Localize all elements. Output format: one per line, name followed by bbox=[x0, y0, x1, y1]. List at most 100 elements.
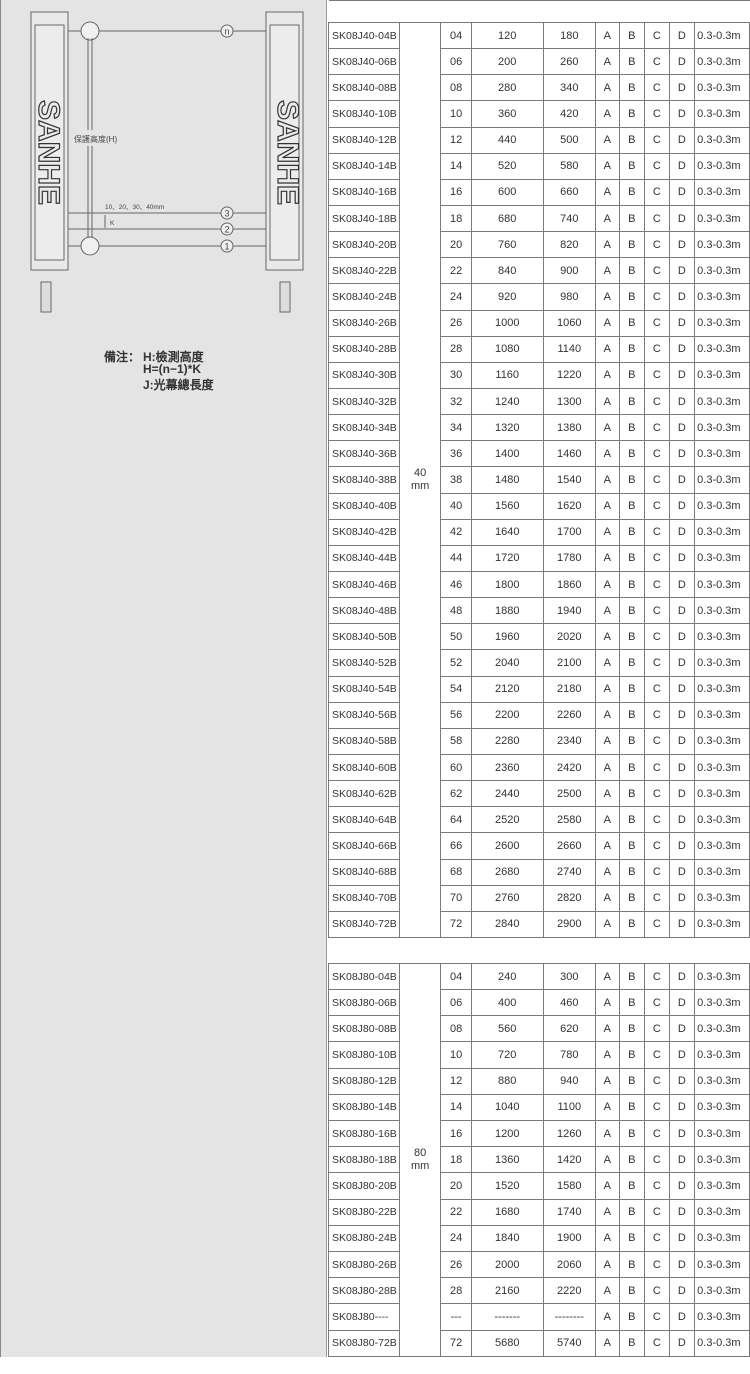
wire-c-cell: C bbox=[644, 1329, 670, 1357]
model-cell: SK08J40-06B bbox=[328, 48, 400, 76]
length-cell: 1740 bbox=[542, 1198, 596, 1226]
model-cell: SK08J40-52B bbox=[328, 649, 400, 677]
channels-cell: 32 bbox=[440, 387, 472, 416]
note-line-1: H:檢測高度 bbox=[143, 350, 204, 364]
range-cell: 0.3-0.3m bbox=[694, 1015, 750, 1043]
table-row: SK08J80-14B 14 1040 1100 A B C D 0.3-0.3m bbox=[328, 1093, 750, 1122]
range-cell: 0.3-0.3m bbox=[694, 48, 750, 76]
wire-a-cell: A bbox=[594, 1015, 620, 1043]
channels-cell: 14 bbox=[440, 152, 472, 180]
wire-d-cell: D bbox=[668, 649, 696, 677]
table-row: SK08J40-44B 44 1720 1780 A B C D 0.3-0.3m bbox=[328, 544, 750, 572]
wire-b-cell: B bbox=[618, 753, 646, 782]
wire-d-cell: D bbox=[668, 1041, 696, 1069]
channels-cell: 60 bbox=[440, 753, 472, 782]
length-cell: 1300 bbox=[542, 387, 596, 416]
length-cell: 2500 bbox=[542, 780, 596, 808]
wire-b-cell: B bbox=[618, 910, 646, 938]
wire-d-cell: D bbox=[668, 178, 696, 206]
range-cell: 0.3-0.3m bbox=[694, 544, 750, 572]
wire-d-cell: D bbox=[668, 466, 696, 494]
table-row: SK08J40-24B 24 920 980 A B C D 0.3-0.3m bbox=[328, 283, 750, 311]
model-cell: SK08J40-66B bbox=[328, 832, 400, 860]
height-cell: 1240 bbox=[470, 387, 544, 416]
height-cell: 1360 bbox=[470, 1146, 544, 1174]
pitch-cell: 40 mm bbox=[398, 22, 442, 938]
range-cell: 0.3-0.3m bbox=[694, 518, 750, 546]
model-cell: SK08J40-30B bbox=[328, 361, 400, 389]
wire-c-cell: C bbox=[644, 100, 670, 128]
wire-d-cell: D bbox=[668, 204, 696, 233]
channels-cell: 36 bbox=[440, 440, 472, 468]
model-cell: SK08J80-20B bbox=[328, 1172, 400, 1200]
wire-b-cell: B bbox=[618, 178, 646, 206]
wire-b-cell: B bbox=[618, 727, 646, 755]
wire-a-cell: A bbox=[594, 701, 620, 729]
wire-a-cell: A bbox=[594, 440, 620, 468]
wire-c-cell: C bbox=[644, 492, 670, 520]
wire-c-cell: C bbox=[644, 1120, 670, 1148]
height-cell: 5680 bbox=[470, 1329, 544, 1357]
model-cell: SK08J40-32B bbox=[328, 387, 400, 416]
wire-c-cell: C bbox=[644, 884, 670, 912]
range-cell: 0.3-0.3m bbox=[694, 100, 750, 128]
model-cell: SK08J40-56B bbox=[328, 701, 400, 729]
range-cell: 0.3-0.3m bbox=[694, 257, 750, 285]
wire-b-cell: B bbox=[618, 152, 646, 180]
wire-c-cell: C bbox=[644, 1198, 670, 1226]
channels-cell: 68 bbox=[440, 858, 472, 886]
wire-c-cell: C bbox=[644, 74, 670, 102]
wire-d-cell: D bbox=[668, 753, 696, 782]
length-cell: 2820 bbox=[542, 884, 596, 912]
model-cell: SK08J80-06B bbox=[328, 989, 400, 1017]
length-cell: 2180 bbox=[542, 675, 596, 703]
wire-b-cell: B bbox=[618, 806, 646, 834]
length-cell: 620 bbox=[542, 1015, 596, 1043]
range-cell: 0.3-0.3m bbox=[694, 204, 750, 233]
wire-b-cell: B bbox=[618, 1329, 646, 1357]
range-cell: 0.3-0.3m bbox=[694, 649, 750, 677]
wire-b-cell: B bbox=[618, 544, 646, 572]
wire-c-cell: C bbox=[644, 204, 670, 233]
model-cell: SK08J40-14B bbox=[328, 152, 400, 180]
wire-b-cell: B bbox=[618, 675, 646, 703]
wire-a-cell: A bbox=[594, 1198, 620, 1226]
height-cell: 2600 bbox=[470, 832, 544, 860]
height-cell: 2040 bbox=[470, 649, 544, 677]
model-cell: SK08J40-54B bbox=[328, 675, 400, 703]
channels-cell: 44 bbox=[440, 544, 472, 572]
range-cell: 0.3-0.3m bbox=[694, 1250, 750, 1279]
wire-b-cell: B bbox=[618, 204, 646, 233]
length-cell: 1380 bbox=[542, 414, 596, 442]
wire-b-cell: B bbox=[618, 414, 646, 442]
range-cell: 0.3-0.3m bbox=[694, 492, 750, 520]
table-row: SK08J40-42B 42 1640 1700 A B C D 0.3-0.3m bbox=[328, 518, 750, 546]
table-row: SK08J40-04B 40 mm 04 120 180 A B C D 0.3-0.3m bbox=[328, 21, 750, 938]
channels-cell: 70 bbox=[440, 884, 472, 912]
length-cell: 2340 bbox=[542, 727, 596, 755]
model-cell: SK08J40-44B bbox=[328, 544, 400, 572]
beam-label-3: 3 bbox=[224, 209, 229, 219]
wire-d-cell: D bbox=[668, 492, 696, 520]
wire-d-cell: D bbox=[668, 910, 696, 938]
wire-b-cell: B bbox=[618, 1093, 646, 1122]
wire-c-cell: C bbox=[644, 858, 670, 886]
channels-cell: 64 bbox=[440, 806, 472, 834]
wire-d-cell: D bbox=[668, 780, 696, 808]
range-cell: 0.3-0.3m bbox=[694, 231, 750, 259]
length-cell: 340 bbox=[542, 74, 596, 102]
channels-cell: 30 bbox=[440, 361, 472, 389]
wire-c-cell: C bbox=[644, 989, 670, 1017]
wire-a-cell: A bbox=[594, 832, 620, 860]
wire-b-cell: B bbox=[618, 440, 646, 468]
wire-b-cell: B bbox=[618, 231, 646, 259]
range-cell: 0.3-0.3m bbox=[694, 570, 750, 599]
model-cell: SK08J80-18B bbox=[328, 1146, 400, 1174]
brand-logo-right: SANHE bbox=[271, 100, 304, 205]
channels-cell: 20 bbox=[440, 1172, 472, 1200]
range-cell: 0.3-0.3m bbox=[694, 910, 750, 938]
length-cell: 780 bbox=[542, 1041, 596, 1069]
wire-a-cell: A bbox=[594, 727, 620, 755]
wire-d-cell: D bbox=[668, 1067, 696, 1095]
length-cell: 1620 bbox=[542, 492, 596, 520]
